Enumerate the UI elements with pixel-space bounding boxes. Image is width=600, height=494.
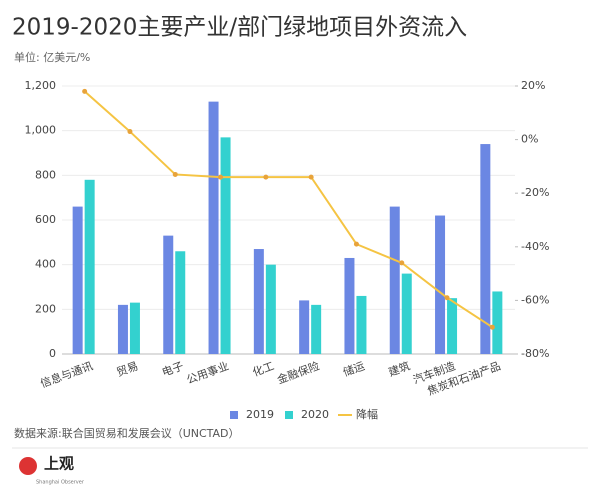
bar [175, 251, 186, 354]
x-tick-label: 贸易 [115, 359, 140, 379]
x-tick-label: 公用事业 [185, 359, 231, 386]
legend-label: 降幅 [356, 407, 378, 421]
chart-subtitle: 单位: 亿美元/% [14, 50, 90, 64]
source: 数据来源:联合国贸易和发展会议（UNCTAD） [14, 426, 240, 440]
bar [117, 304, 128, 354]
point [82, 88, 88, 94]
legend-swatch [285, 411, 293, 419]
bar [299, 300, 310, 354]
logo-icon [19, 457, 37, 475]
y-tick-label: 800 [35, 168, 56, 181]
legend-swatch [230, 411, 238, 419]
bar [480, 144, 491, 354]
bar [356, 295, 367, 354]
point [127, 129, 133, 135]
y2-tick-label: -40% [521, 240, 549, 253]
logo-subtext: Shanghai Observer [36, 480, 85, 486]
x-tick-label: 金融保险 [275, 358, 321, 386]
bar [72, 206, 83, 354]
bar [208, 101, 219, 354]
bar [344, 257, 355, 354]
y2-tick-label: 0% [521, 133, 538, 146]
point [172, 171, 178, 177]
y-tick-label: 1,200 [25, 79, 57, 92]
y-tick-label: 1,000 [25, 124, 57, 137]
point [308, 174, 314, 180]
point [263, 174, 269, 180]
bar [265, 264, 276, 354]
point [353, 241, 359, 247]
bar [163, 235, 174, 354]
point [399, 260, 405, 266]
x-tick-label: 储运 [341, 358, 366, 379]
y2-tick-label: -80% [521, 347, 549, 360]
line [83, 90, 493, 329]
bar [492, 291, 503, 354]
bar [401, 273, 412, 354]
y2-tick-label: 20% [521, 79, 545, 92]
bar [129, 302, 140, 354]
x-tick-label: 化工 [250, 358, 275, 379]
logo-text: 上观 [44, 455, 74, 473]
bar [435, 215, 446, 354]
point [489, 324, 495, 330]
bar [389, 206, 400, 354]
y-tick-label: 0 [49, 347, 56, 360]
y2-tick-label: -20% [521, 186, 549, 199]
legend-label: 2020 [301, 408, 329, 421]
y-tick-label: 200 [35, 302, 56, 315]
point [444, 295, 450, 301]
bar [84, 179, 95, 354]
x-tick-label: 建筑 [386, 358, 411, 379]
bar [220, 137, 231, 354]
legend-label: 2019 [246, 408, 274, 421]
x-tick-label: 电子 [160, 359, 185, 379]
y-tick-label: 600 [35, 213, 56, 226]
bar [447, 298, 458, 354]
y2-tick-label: -60% [521, 293, 549, 306]
bar [253, 249, 264, 354]
x-tick-label: 信息与通讯 [38, 358, 94, 390]
y-tick-label: 400 [35, 258, 56, 271]
chart-title: 2019-2020主要产业/部门绿地项目外资流入 [12, 15, 467, 41]
bar [311, 304, 322, 354]
point [218, 174, 224, 180]
